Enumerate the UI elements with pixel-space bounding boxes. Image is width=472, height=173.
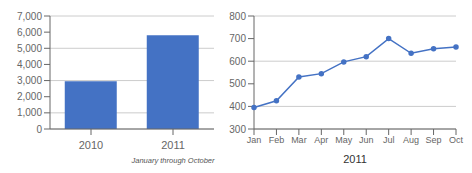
svg-text:300: 300 — [229, 124, 246, 135]
svg-text:2011: 2011 — [161, 139, 185, 151]
svg-text:4,000: 4,000 — [17, 59, 42, 70]
svg-text:Oct: Oct — [449, 135, 464, 145]
svg-text:2010: 2010 — [79, 139, 103, 151]
svg-text:800: 800 — [229, 11, 246, 22]
svg-text:500: 500 — [229, 78, 246, 89]
svg-text:7,000: 7,000 — [17, 11, 42, 22]
svg-text:700: 700 — [229, 33, 246, 44]
svg-text:0: 0 — [36, 124, 42, 135]
svg-text:6,000: 6,000 — [17, 27, 42, 38]
svg-text:1,000: 1,000 — [17, 107, 42, 118]
svg-text:5,000: 5,000 — [17, 43, 42, 54]
svg-text:600: 600 — [229, 56, 246, 67]
svg-text:Mar: Mar — [291, 135, 307, 145]
svg-text:Jan: Jan — [247, 135, 262, 145]
svg-text:Feb: Feb — [269, 135, 285, 145]
svg-text:Aug: Aug — [403, 135, 419, 145]
svg-text:2,000: 2,000 — [17, 91, 42, 102]
svg-text:Sep: Sep — [426, 135, 442, 145]
svg-text:Jul: Jul — [383, 135, 395, 145]
svg-text:January through October: January through October — [131, 156, 215, 165]
svg-text:Jun: Jun — [359, 135, 374, 145]
svg-text:3,000: 3,000 — [17, 75, 42, 86]
svg-text:May: May — [335, 135, 353, 145]
svg-text:2011: 2011 — [343, 153, 367, 165]
svg-text:400: 400 — [229, 101, 246, 112]
svg-text:Apr: Apr — [314, 135, 328, 145]
